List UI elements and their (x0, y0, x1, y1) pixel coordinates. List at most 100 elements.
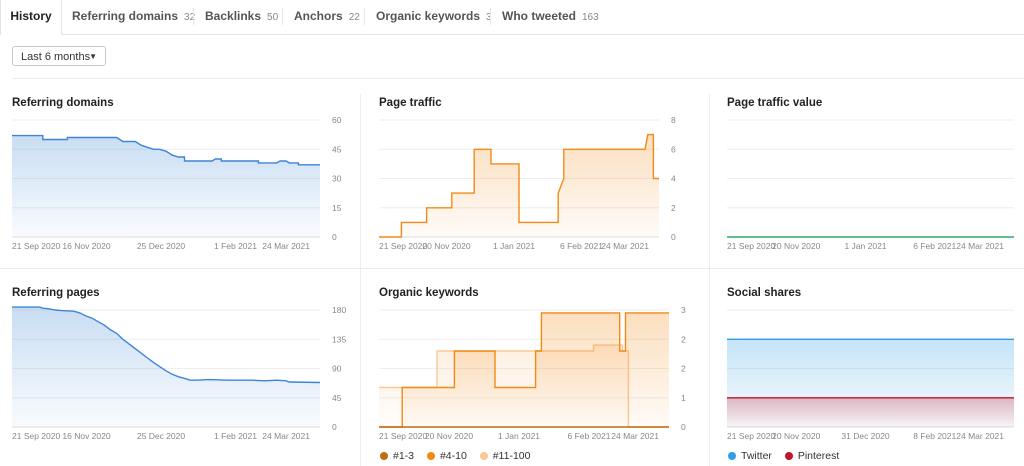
social-shares-legend: Twitter Pinterest (728, 450, 849, 462)
x-tick-label: 16 Nov 2020 (62, 241, 110, 251)
y-tick-label: 3 (681, 305, 686, 315)
tab-label: Backlinks (205, 9, 262, 23)
y-tick-label: 0 (671, 232, 676, 242)
panel-title-page-traffic: Page traffic (379, 97, 442, 109)
series-area (12, 307, 320, 427)
series-area (12, 135, 320, 237)
legend-item[interactable]: #1-3 (380, 450, 414, 462)
tab-organic-keywords[interactable]: Organic keywords 3 (376, 0, 492, 34)
x-tick-label: 21 Sep 2020 (12, 241, 60, 251)
x-tick-label: 21 Sep 2020 (12, 431, 60, 441)
legend-label: #1-3 (393, 450, 415, 462)
legend-label: Pinterest (797, 450, 840, 462)
tab-label: History (10, 9, 52, 23)
tab-anchors[interactable]: Anchors 22 (294, 0, 360, 34)
tab-divider (193, 8, 194, 25)
x-tick-label: 24 Mar 2021 (956, 431, 1004, 441)
panel-title-referring-domains: Referring domains (12, 97, 114, 109)
x-tick-label: 21 Sep 2020 (727, 241, 775, 251)
tab-backlinks[interactable]: Backlinks 50 (205, 0, 278, 34)
y-tick-label: 2 (671, 203, 676, 213)
legend-dot (380, 452, 388, 460)
legend-item[interactable]: #4-10 (426, 450, 467, 462)
y-tick-label: 45 (332, 393, 342, 403)
x-tick-label: 24 Mar 2021 (262, 431, 310, 441)
y-tick-label: 0 (332, 232, 337, 242)
x-tick-label: 1 Feb 2021 (214, 241, 257, 251)
tab-label: Organic keywords (376, 9, 481, 23)
tab-history[interactable]: History (0, 0, 62, 35)
x-tick-label: 20 Nov 2020 (425, 431, 473, 441)
divider (360, 94, 361, 466)
tab-count: 3 (486, 12, 492, 23)
series-line (12, 306, 321, 384)
series-area (379, 312, 669, 427)
tab-bar: History Referring domains 32 Backlinks 50 … (0, 0, 1024, 35)
y-tick-label: 0 (681, 422, 686, 432)
legend-item[interactable]: #11-100 (479, 450, 531, 462)
y-tick-label: 90 (332, 364, 342, 374)
x-tick-label: 1 Jan 2021 (493, 241, 535, 251)
x-tick-label: 25 Dec 2020 (137, 241, 185, 251)
tab-who-tweeted[interactable]: Who tweeted 163 (502, 0, 599, 34)
legend-dot (728, 452, 736, 460)
tab-label: Referring domains (72, 9, 179, 23)
divider (0, 268, 1024, 269)
tab-label: Who tweeted (502, 9, 576, 23)
y-tick-label: 1 (681, 393, 686, 403)
panel-title-referring-pages: Referring pages (12, 287, 100, 299)
legend-label: Twitter (741, 450, 772, 462)
period-dropdown-value: Last 6 months (21, 51, 91, 63)
legend-label: #11-100 (492, 450, 531, 462)
period-dropdown[interactable]: Last 6 months ▼ (12, 46, 106, 66)
x-tick-label: 6 Feb 2021 (913, 241, 956, 251)
legend-dot (479, 452, 488, 460)
y-tick-label: 8 (671, 115, 676, 125)
x-tick-label: 31 Dec 2020 (841, 431, 889, 441)
tab-referring-domains[interactable]: Referring domains 32 (72, 0, 195, 34)
y-tick-label: 180 (332, 305, 346, 315)
x-tick-label: 16 Nov 2020 (62, 431, 110, 441)
y-tick-label: 15 (332, 203, 342, 213)
y-tick-label: 135 (332, 334, 346, 344)
y-tick-label: 4 (671, 174, 676, 184)
divider (709, 94, 710, 466)
y-tick-label: 6 (671, 144, 676, 154)
tab-divider (282, 8, 283, 25)
legend-dot (426, 452, 435, 460)
series-line (379, 312, 669, 428)
legend-item[interactable]: Pinterest (784, 450, 840, 462)
x-tick-label: 21 Sep 2020 (379, 241, 427, 251)
y-tick-label: 45 (332, 144, 342, 154)
legend-item[interactable]: Twitter (728, 450, 772, 462)
organic-keywords-legend: #1-3 #4-10 #11-100 (380, 450, 540, 462)
x-tick-label: 24 Mar 2021 (601, 241, 649, 251)
tab-count: 163 (582, 12, 599, 23)
x-tick-label: 8 Feb 2021 (913, 431, 956, 441)
panel-title-social-shares: Social shares (727, 287, 802, 299)
tab-divider (364, 8, 365, 25)
legend-dot (784, 452, 793, 460)
x-tick-label: 6 Feb 2021 (560, 241, 603, 251)
series-line (12, 134, 320, 166)
tab-label: Anchors (294, 9, 343, 23)
x-tick-label: 24 Mar 2021 (956, 241, 1004, 251)
x-tick-label: 21 Sep 2020 (379, 431, 427, 441)
panel-title-organic-keywords: Organic keywords (379, 287, 479, 299)
x-tick-label: 1 Feb 2021 (214, 431, 257, 441)
series-area (727, 397, 1014, 427)
tab-count: 22 (348, 12, 360, 23)
chevron-down-icon: ▼ (89, 52, 97, 61)
tab-divider (490, 8, 491, 25)
y-tick-label: 2 (681, 334, 686, 344)
y-tick-label: 2 (681, 364, 686, 374)
x-tick-label: 20 Nov 2020 (422, 241, 470, 251)
referring-domains-chart: 60 45 30 15 0 21 Sep 2020 16 Nov 2020 25 Dec 20… (12, 115, 342, 251)
legend-label: #4-10 (439, 450, 467, 462)
y-tick-label: 30 (332, 174, 342, 184)
x-tick-label: 25 Dec 2020 (137, 431, 185, 441)
tab-count: 50 (267, 12, 279, 23)
